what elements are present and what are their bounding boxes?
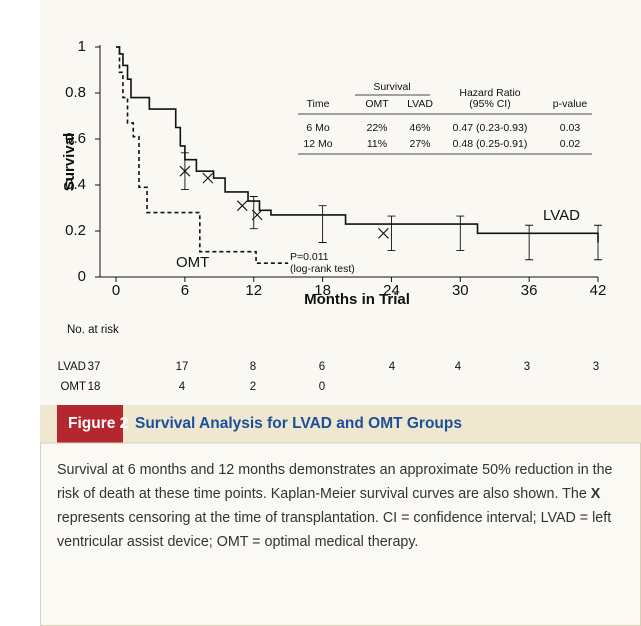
risk-row-label: LVAD [58,361,86,373]
table-cell: 46% [409,122,430,134]
error-bar [456,215,465,251]
caption-text-part: represents censoring at the time of tran… [57,510,612,550]
error-bar [387,215,396,251]
table-header: Hazard Ratio [459,87,520,99]
y-tick-label: 0.2 [65,222,86,239]
y-tick-label: 0.8 [65,84,86,101]
error-bar [318,205,327,243]
risk-count: 4 [179,381,186,393]
risk-count: 17 [176,361,189,373]
series-label: LVAD [543,207,580,224]
annotation: P=0.011 [290,251,329,263]
error-bar [594,224,602,261]
table-group-header: Survival [373,81,410,93]
risk-count: 3 [524,361,530,373]
y-tick-label: 0 [78,268,86,285]
censor-mark [236,200,248,212]
error-bar [249,196,258,230]
x-tick-label: 6 [181,282,189,299]
table-header: OMT [365,98,389,110]
table-cell: 0.48 (0.25-0.91) [453,138,528,150]
figure-label-box [57,405,123,443]
caption-text: Survival at 6 months and 12 months demon… [57,458,625,554]
y-tick-label: 0.6 [65,130,86,147]
series-label: OMT [176,254,209,271]
x-axis-label: Months in Trial [304,291,410,308]
x-tick-label: 12 [245,282,262,299]
figure-title: Survival Analysis for LVAD and OMT Group… [135,415,462,432]
x-tick-label: 18 [314,282,331,299]
risk-count: 0 [319,381,325,393]
table-cell: 6 Mo [306,122,330,134]
risk-count: 3 [593,361,599,373]
survival-curve [116,46,599,243]
x-tick-label: 42 [590,282,607,299]
risk-count: 37 [88,361,101,373]
risk-count: 8 [250,361,256,373]
table-header: (95% CI) [469,98,510,110]
caption-header [40,405,641,443]
risk-title: No. at risk [67,324,119,336]
table-header: Time [307,98,330,110]
caption-text-part: Survival at 6 months and 12 months demon… [57,462,613,502]
table-cell: 22% [366,122,387,134]
risk-count: 4 [389,361,396,373]
x-tick-label: 24 [383,282,400,299]
risk-count: 2 [250,381,256,393]
y-tick-label: 1 [78,38,86,55]
x-tick-label: 30 [452,282,469,299]
table-cell: 0.02 [560,138,581,150]
error-bar [180,152,189,191]
risk-count: 6 [319,361,325,373]
caption-bold: X [590,486,601,502]
annotation: (log-rank test) [290,263,355,275]
table-cell: 0.47 (0.23-0.93) [453,122,528,134]
figure-label: Figure 2 [68,415,128,432]
y-tick-label: 0.4 [65,176,86,193]
survival-curve [116,46,289,264]
error-bar [525,224,534,261]
table-header: p-value [553,98,588,110]
risk-count: 18 [88,381,101,393]
censor-mark [202,172,214,184]
risk-row-label: OMT [60,381,86,393]
table-cell: 0.03 [560,122,581,134]
chart-panel [40,0,641,405]
table-header: LVAD [407,98,433,110]
table-cell: 11% [367,138,387,150]
risk-count: 4 [455,361,462,373]
table-cell: 27% [409,138,430,150]
x-tick-label: 0 [112,282,120,299]
table-cell: 12 Mo [303,138,332,150]
y-axis-label: Survival [61,133,78,191]
censor-mark [378,227,389,239]
x-tick-label: 36 [521,282,538,299]
